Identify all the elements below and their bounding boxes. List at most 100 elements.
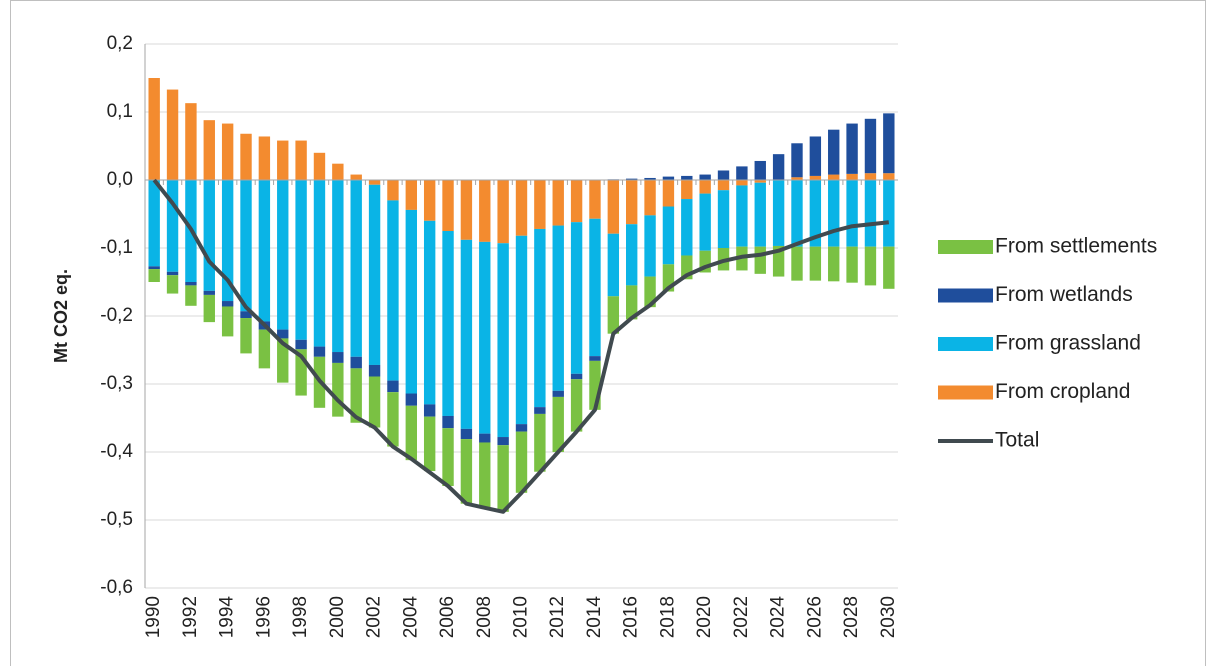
bar-segment <box>387 200 399 381</box>
bar-segment <box>681 255 693 280</box>
bar-segment <box>423 180 436 221</box>
x-tick-label: 1992 <box>180 596 201 638</box>
bar-segment <box>791 246 803 281</box>
bar-segment <box>626 178 638 180</box>
x-tick-label: 1998 <box>290 596 311 638</box>
bar-segment <box>534 228 546 408</box>
bar-segment <box>772 154 785 180</box>
bar-segment <box>791 177 803 180</box>
bar-segment <box>460 239 473 429</box>
bar-segment <box>295 349 307 396</box>
bar-segment <box>332 163 344 180</box>
bar-segment <box>203 294 215 323</box>
bar-segment <box>148 266 160 270</box>
bar-segment <box>883 180 895 247</box>
bar-segment <box>681 175 693 180</box>
legend-swatch <box>938 240 993 254</box>
bar-segment <box>754 246 766 274</box>
x-tick-label: 2022 <box>731 596 752 638</box>
bar-segment <box>148 78 160 180</box>
x-tick-label: 2018 <box>657 596 678 638</box>
bar-segment <box>387 180 399 201</box>
bar-segment <box>607 233 620 297</box>
x-tick-label: 2012 <box>547 596 568 638</box>
bar-segment <box>736 180 748 186</box>
bar-segment <box>662 206 675 265</box>
bar-segment <box>552 225 564 391</box>
bar-segment <box>662 176 675 180</box>
bar-segment <box>809 180 822 247</box>
legend-label: From settlements <box>995 235 1157 258</box>
bar-segment <box>754 160 766 180</box>
legend-swatch <box>938 385 993 400</box>
x-tick-label: 1996 <box>253 596 274 638</box>
bar-segment <box>791 180 803 247</box>
bar-segment <box>864 173 877 180</box>
bar-segment <box>277 329 289 339</box>
bar-segment <box>405 393 417 406</box>
bar-segment <box>589 218 601 357</box>
bar-segment <box>589 360 601 410</box>
bar-segment <box>828 174 840 180</box>
bar-segment <box>791 143 803 178</box>
bar-segment <box>828 180 840 247</box>
x-tick-label: 1990 <box>143 596 164 638</box>
bar-segment <box>515 235 528 425</box>
bar-segment <box>699 250 711 273</box>
bar-segment <box>460 180 473 240</box>
bar-segment <box>681 180 693 200</box>
bar-segment <box>295 180 307 340</box>
bar-segment <box>846 180 858 247</box>
bar-segment <box>662 180 675 207</box>
x-tick-label: 2026 <box>804 596 825 638</box>
bar-segment <box>148 180 160 267</box>
bar-segment <box>368 184 381 365</box>
legend-swatch <box>938 288 993 303</box>
bar-segment <box>350 356 362 369</box>
bar-segment <box>717 180 730 191</box>
y-tick-label: -0,3 <box>100 373 133 394</box>
bar-segment <box>736 166 748 180</box>
bar-segment <box>846 123 858 174</box>
bar-segment <box>240 311 252 319</box>
bar-segment <box>772 180 785 246</box>
bar-segment <box>479 241 491 434</box>
bar-segment <box>240 318 252 354</box>
bar-segment <box>460 439 473 504</box>
y-axis-title: Mt CO2 eq. <box>51 269 71 363</box>
y-tick-label: 0,0 <box>107 169 133 190</box>
bar-segment <box>240 133 252 180</box>
bar-segment <box>626 224 638 286</box>
x-tick-label: 2020 <box>694 596 715 638</box>
bar-segment <box>534 407 546 414</box>
bar-segment <box>626 180 638 225</box>
bar-segment <box>534 413 546 472</box>
bar-segment <box>313 180 326 347</box>
legend-label: From grassland <box>995 332 1141 355</box>
legend-label: From cropland <box>995 380 1130 403</box>
bar-segment <box>607 296 620 334</box>
bar-segment <box>497 437 509 446</box>
bar-segment <box>864 246 877 286</box>
bar-segment <box>423 404 436 417</box>
x-tick-label: 2028 <box>841 596 862 638</box>
bar-segment <box>185 285 197 306</box>
x-tick-label: 2000 <box>327 596 348 638</box>
bar-segment <box>736 185 748 247</box>
x-tick-label: 2024 <box>768 596 789 639</box>
bar-segment <box>497 243 509 438</box>
bar-segment <box>148 269 160 282</box>
legend-label: Total <box>995 429 1039 452</box>
bar-segment <box>515 424 528 432</box>
bar-segment <box>644 215 656 277</box>
bar-segment <box>570 222 583 374</box>
bar-segment <box>607 180 620 234</box>
bar-segment <box>423 416 436 472</box>
bar-segment <box>350 180 362 357</box>
bar-segment <box>570 180 583 223</box>
bar-segment <box>350 368 362 423</box>
bar-segment <box>442 428 454 486</box>
bar-segment <box>332 352 344 363</box>
bar-segment <box>570 379 583 432</box>
